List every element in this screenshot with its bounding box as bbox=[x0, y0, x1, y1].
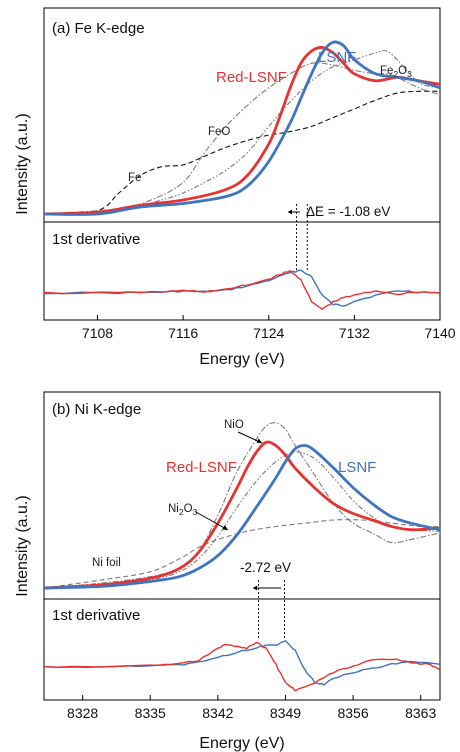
panel-b-y-label: Intensity (a.u.) bbox=[14, 495, 31, 596]
panel-b-nio-label: NiO bbox=[224, 419, 244, 431]
panel-a-x-tick-label-7132: 7132 bbox=[339, 325, 370, 341]
panel-b-x-tick-label-8363: 8363 bbox=[405, 705, 436, 721]
panel-a-x-tick-label-7116: 7116 bbox=[168, 325, 198, 341]
panel-b-frame bbox=[43, 391, 441, 701]
panel-a-lsnf-label: LSNF bbox=[318, 49, 356, 66]
panel-b-ni2o3-pointer-head bbox=[222, 525, 228, 530]
panel-a-red-lsnf-derivative-curve bbox=[43, 270, 441, 310]
panel-a-fe2o3-curve bbox=[43, 50, 441, 215]
panel-a-x-label: Energy (eV) bbox=[199, 351, 284, 368]
panel-b-derivative-label: 1st derivative bbox=[52, 607, 140, 624]
panel-b-ni-foil-curve bbox=[43, 519, 441, 589]
panel-b: 8328 8335 8342 8349 8356 8363 (b) Ni K-edge 1… bbox=[14, 391, 441, 752]
panel-b-ni2o3-label: Ni2O3 bbox=[168, 503, 198, 517]
panel-a-feo-curve bbox=[43, 62, 441, 215]
panel-a-x-tick-label-7140: 7140 bbox=[424, 325, 455, 341]
panel-a-fe-label: Fe bbox=[128, 172, 141, 184]
panel-b-x-tick-label-8356: 8356 bbox=[337, 705, 368, 721]
panel-b-ni-foil-label: Ni foil bbox=[92, 557, 121, 569]
panel-a-red-lsnf-curve bbox=[43, 46, 441, 216]
panel-a-frame bbox=[43, 7, 441, 321]
panel-b-red-lsnf-label: Red-LSNF bbox=[166, 459, 237, 476]
panel-b-ni2o3-pointer bbox=[195, 511, 229, 531]
panel-a-derivative-label: 1st derivative bbox=[52, 231, 140, 248]
panel-a-shift-markers bbox=[296, 204, 308, 272]
panel-b-x-tick-label-8335: 8335 bbox=[135, 705, 166, 721]
panel-a-x-tick-label-7124: 7124 bbox=[253, 325, 284, 341]
panel-a-shift-arrowhead bbox=[288, 209, 292, 215]
panel-b-nio-pointer-head bbox=[256, 438, 262, 443]
panel-b-shift-arrowhead bbox=[253, 585, 257, 591]
panel-b-red-lsnf-curve bbox=[43, 440, 441, 590]
panel-b-x-ticks: 8328 8335 8342 8349 8356 8363 bbox=[67, 695, 436, 721]
panel-a-feo-label: FeO bbox=[208, 126, 230, 138]
panel-b-red-lsnf-derivative-curve bbox=[43, 641, 441, 692]
panel-b-x-tick-label-8349: 8349 bbox=[270, 705, 301, 721]
panel-a-title: (a) Fe K-edge bbox=[52, 20, 145, 37]
panel-b-x-tick-label-8342: 8342 bbox=[202, 705, 233, 721]
panel-a: 7108 7116 7124 7132 7140 (a) Fe K-edge 1st d… bbox=[14, 7, 456, 368]
panel-a-upper-curves bbox=[43, 40, 441, 216]
panel-b-lsnf-derivative-curve bbox=[43, 640, 441, 686]
panel-b-derivative-curves bbox=[43, 640, 441, 692]
panel-a-red-lsnf-label: Red-LSNF bbox=[216, 69, 287, 86]
panel-b-shift-markers bbox=[257, 580, 285, 640]
panel-b-x-tick-label-8328: 8328 bbox=[67, 705, 98, 721]
panel-a-x-tick-label-7108: 7108 bbox=[82, 325, 113, 341]
panel-a-derivative-curves bbox=[43, 269, 441, 310]
panel-b-title: (b) Ni K-edge bbox=[52, 401, 141, 418]
panel-a-lsnf-curve bbox=[43, 40, 441, 216]
panel-a-lsnf-derivative-curve bbox=[44, 269, 441, 307]
panel-a-y-label: Intensity (a.u.) bbox=[14, 113, 31, 214]
panel-b-lsnf-label: LSNF bbox=[338, 459, 376, 476]
panel-a-fe-curve bbox=[43, 90, 441, 215]
panel-b-ni2o3-curve bbox=[43, 451, 441, 589]
panel-b-shift-label: -2.72 eV bbox=[240, 560, 291, 575]
panel-a-shift-label: ΔE = -1.08 eV bbox=[306, 204, 390, 219]
panel-a-x-ticks: 7108 7116 7124 7132 7140 bbox=[82, 315, 456, 341]
panel-b-x-label: Energy (eV) bbox=[199, 735, 284, 752]
panel-a-fe2o3-label: Fe2O3 bbox=[380, 65, 412, 79]
panel-b-lsnf-curve bbox=[43, 444, 441, 590]
panel-b-upper-curves bbox=[43, 422, 441, 590]
